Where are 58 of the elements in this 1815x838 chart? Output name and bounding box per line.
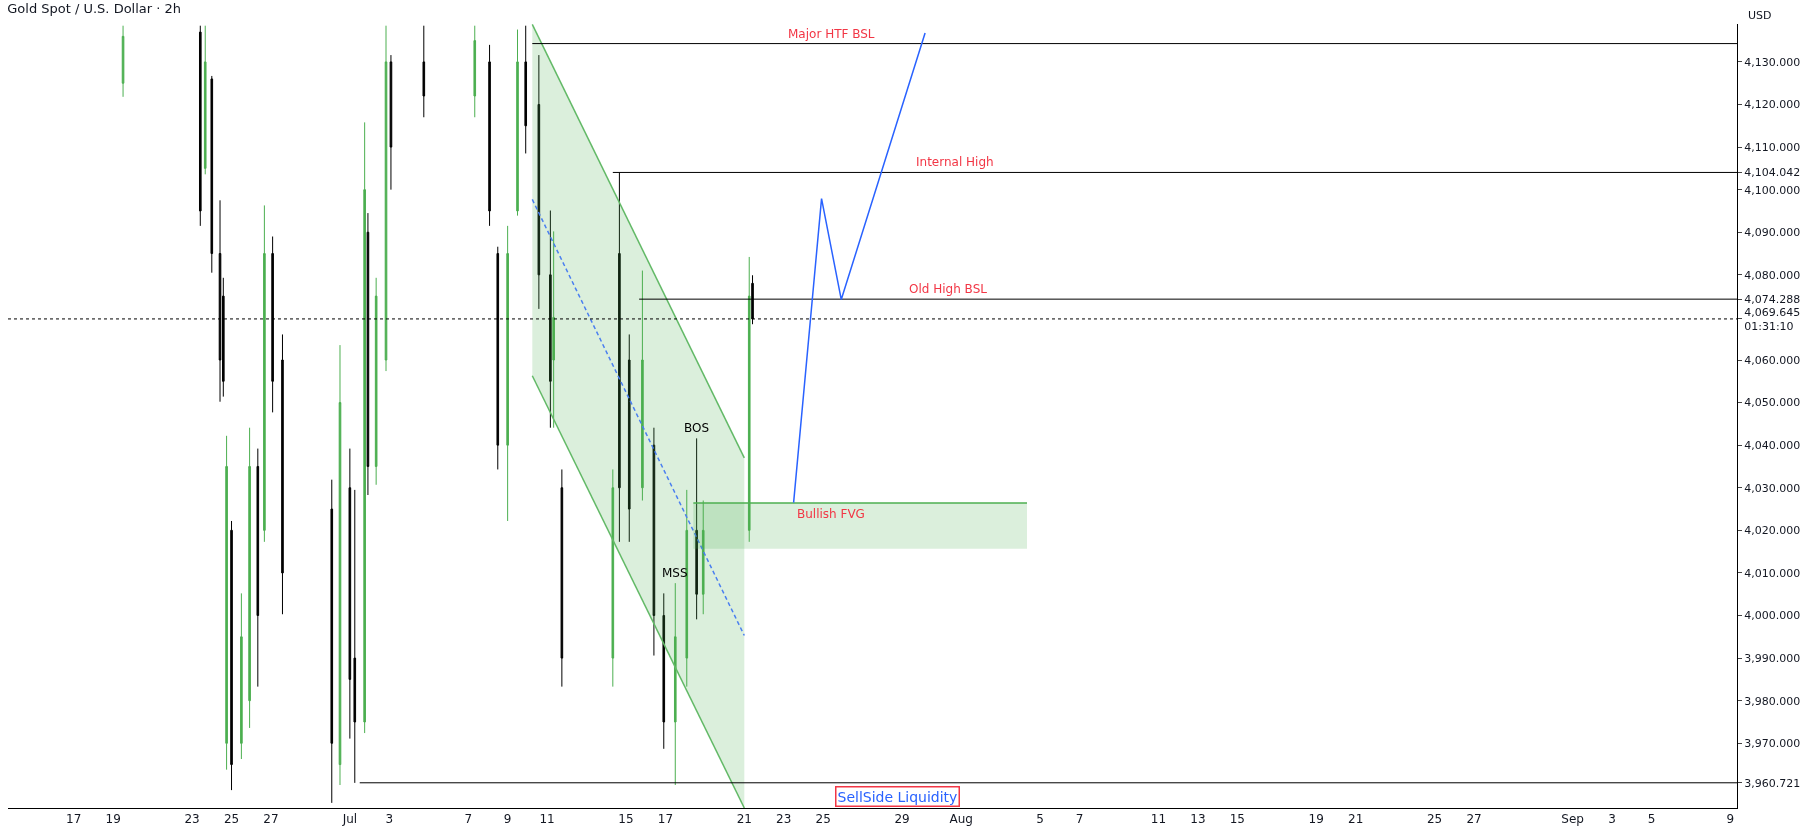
- y-tick-label: 4,050.000: [1744, 396, 1801, 410]
- x-tick-label: 11: [539, 812, 555, 827]
- x-tick-label: 29: [894, 812, 910, 827]
- x-tick-label: 9: [1726, 812, 1735, 827]
- x-tick-label: 23: [776, 812, 792, 827]
- y-tick-label: 4,040.000: [1744, 439, 1801, 453]
- x-tick-label: 15: [1229, 812, 1246, 827]
- x-tick-label: 7: [1075, 812, 1084, 827]
- y-tick-label: 3,960.721: [1744, 776, 1801, 790]
- y-tick-label: 4,120.000: [1744, 98, 1801, 112]
- x-tick-label: 21: [1348, 812, 1364, 827]
- x-tick-label: 17: [66, 812, 82, 827]
- annotation: Old High BSL: [909, 282, 988, 296]
- x-tick-label: 19: [1308, 812, 1324, 827]
- y-tick-label: 4,020.000: [1744, 524, 1801, 538]
- annotation: SellSide Liquidity: [837, 788, 958, 805]
- y-tick-label: 4,080.000: [1744, 268, 1801, 282]
- x-tick-label: 7: [464, 812, 473, 827]
- y-tick-label: 4,060.000: [1744, 353, 1801, 367]
- x-tick-label: 3: [1608, 812, 1616, 827]
- x-tick-label: 13: [1190, 812, 1206, 827]
- x-tick-label: 27: [263, 812, 279, 827]
- x-tick-label: 5: [1036, 812, 1044, 827]
- y-tick-label: 4,090.000: [1744, 226, 1801, 240]
- x-tick-label: 25: [223, 812, 240, 827]
- x-tick-label: 17: [657, 812, 674, 827]
- chart-title: Gold Spot / U.S. Dollar · 2h: [7, 1, 182, 17]
- annotation: Major HTF BSL: [788, 27, 875, 41]
- x-tick-label: 3: [385, 812, 394, 827]
- annotation: Bullish FVG: [797, 507, 865, 521]
- y-tick-label: 4,069.645 01:31:10: [1744, 305, 1801, 333]
- x-tick-label: Jul: [341, 812, 358, 827]
- x-tick-label: 9: [503, 812, 512, 827]
- x-tick-label: 25: [815, 812, 831, 827]
- y-tick-label: 4,130.000: [1744, 55, 1801, 69]
- y-tick-label: 3,980.000: [1744, 694, 1801, 708]
- x-tick-label: 21: [736, 812, 752, 827]
- y-tick-label: 4,104.042: [1744, 166, 1801, 180]
- y-tick-label: 4,000.000: [1744, 609, 1801, 623]
- x-tick-label: Aug: [949, 812, 973, 827]
- x-tick-label: 25: [1426, 812, 1443, 827]
- y-tick-label: 4,074.288: [1744, 293, 1801, 306]
- annotation: Internal High: [916, 155, 994, 169]
- x-tick-label: 27: [1466, 812, 1482, 827]
- y-axis-title: USD: [1748, 9, 1772, 22]
- y-tick-label: 3,990.000: [1744, 651, 1801, 665]
- y-tick-label: 4,100.000: [1744, 183, 1801, 197]
- y-tick-label: 4,110.000: [1744, 140, 1801, 154]
- annotation: BOS: [684, 421, 710, 435]
- y-tick-label: 4,010.000: [1744, 566, 1801, 580]
- x-tick-label: 5: [1647, 812, 1656, 827]
- x-tick-label: 19: [105, 812, 121, 827]
- y-tick-label: 4,030.000: [1744, 481, 1801, 495]
- x-tick-label: 11: [1150, 812, 1167, 827]
- x-tick-label: 23: [184, 812, 200, 827]
- x-tick-label: 15: [618, 812, 634, 827]
- y-tick-label: 3,970.000: [1744, 737, 1801, 751]
- x-tick-label: Sep: [1561, 812, 1584, 827]
